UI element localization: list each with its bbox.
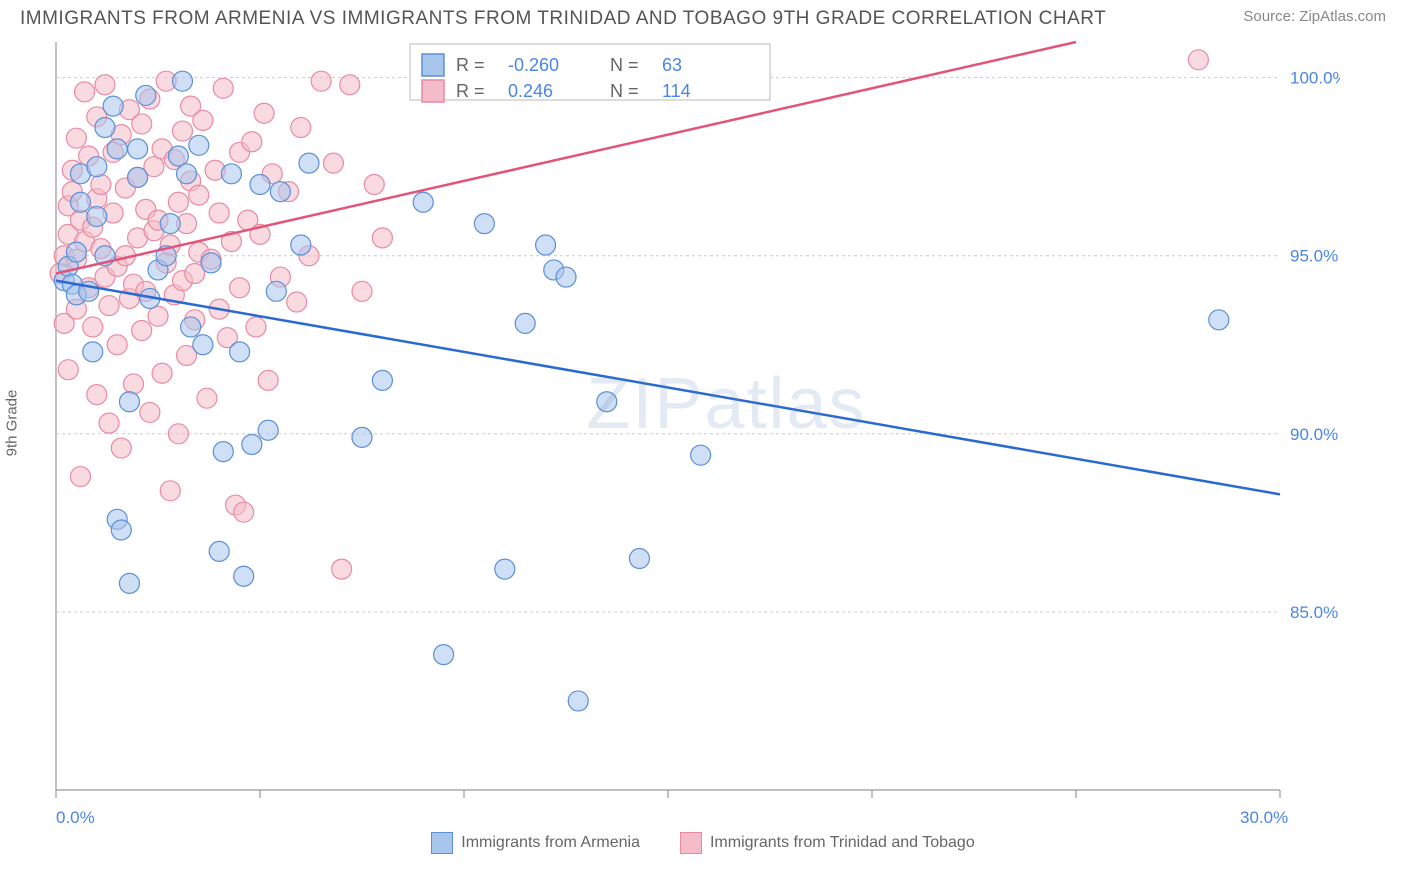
x-axis-labels: 0.0% 30.0% (20, 808, 1386, 830)
source-label: Source: ZipAtlas.com (1243, 8, 1386, 25)
legend-label: Immigrants from Armenia (461, 834, 640, 852)
svg-text:85.0%: 85.0% (1290, 603, 1338, 622)
chart-title: IMMIGRANTS FROM ARMENIA VS IMMIGRANTS FR… (20, 8, 1106, 30)
y-axis-label: 9th Grade (4, 390, 21, 457)
svg-text:114: 114 (662, 81, 691, 101)
legend-swatch (431, 832, 453, 854)
svg-text:R =: R = (456, 81, 485, 101)
svg-text:R =: R = (456, 55, 485, 75)
legend-item: Immigrants from Armenia (431, 832, 640, 854)
svg-text:95.0%: 95.0% (1290, 247, 1338, 266)
source-prefix: Source: (1243, 8, 1299, 25)
source-link[interactable]: ZipAtlas.com (1299, 8, 1386, 25)
legend-item: Immigrants from Trinidad and Tobago (680, 832, 975, 854)
svg-text:0.246: 0.246 (508, 81, 553, 101)
svg-text:N =: N = (610, 81, 639, 101)
svg-text:-0.260: -0.260 (508, 55, 559, 75)
legend-label: Immigrants from Trinidad and Tobago (710, 834, 975, 852)
legend-swatch (680, 832, 702, 854)
x-tick-label: 0.0% (56, 808, 95, 828)
x-tick-label: 30.0% (1240, 808, 1288, 828)
bottom-legend: Immigrants from Armenia Immigrants from T… (0, 832, 1406, 854)
svg-text:100.0%: 100.0% (1290, 69, 1340, 88)
svg-text:90.0%: 90.0% (1290, 425, 1338, 444)
scatter-chart: 85.0% 90.0% 95.0% 100.0% R = -0.260 N = 63 R = 0.… (20, 38, 1340, 808)
svg-text:N =: N = (610, 55, 639, 75)
svg-text:63: 63 (662, 55, 682, 75)
